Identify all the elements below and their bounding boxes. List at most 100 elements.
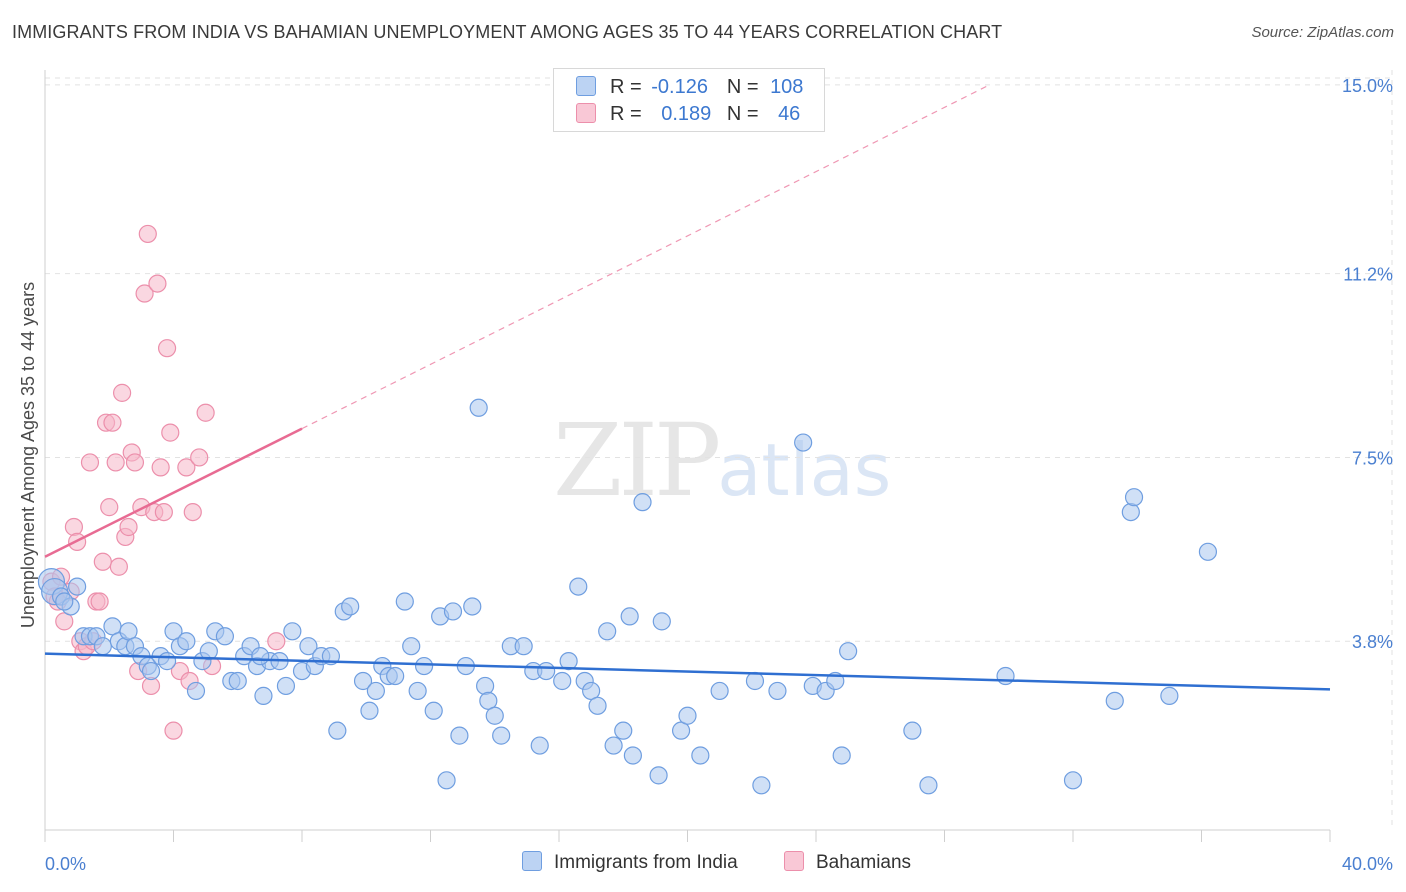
bahamas-point (154, 502, 173, 522)
bahamas-swatch (576, 103, 596, 123)
bahamas-point (125, 453, 145, 472)
bahamas-point (112, 383, 132, 402)
chart-title: IMMIGRANTS FROM INDIA VS BAHAMIAN UNEMPL… (12, 22, 1003, 42)
india-point (1063, 771, 1083, 790)
legend-row-india: R = -0.126 N = 108 (576, 74, 803, 100)
india-point (408, 681, 427, 701)
india-swatch (576, 76, 596, 96)
india-point (649, 766, 668, 785)
india-points (37, 398, 1218, 795)
india-point (360, 701, 379, 720)
india-point (537, 661, 556, 681)
india-point (794, 433, 813, 452)
bahamas-point (164, 721, 183, 740)
india-point (633, 493, 652, 512)
bahamas-point (190, 448, 209, 467)
bottom-legend-bahamas: Bahamians (784, 851, 911, 874)
india-point (569, 577, 588, 596)
axes (44, 70, 1331, 842)
bahamas-point (93, 552, 112, 571)
india-point (157, 652, 177, 671)
india-point (395, 592, 414, 611)
bahamas-n-value: 46 (778, 103, 801, 125)
bahamas-point (183, 502, 202, 522)
india-legend-label: Immigrants from India (554, 852, 738, 873)
india-point (1198, 542, 1218, 561)
bahamas-legend-swatch (784, 851, 804, 871)
india-point (414, 656, 434, 676)
india-point (341, 597, 360, 616)
india-point (492, 726, 511, 745)
legend-n-label: N = (726, 76, 759, 98)
bahamas-point (148, 274, 167, 293)
india-point (55, 592, 74, 611)
bahamas-point (196, 403, 215, 422)
india-point (604, 736, 623, 755)
india-point (1105, 691, 1124, 710)
india-point (186, 681, 206, 701)
india-point (832, 746, 851, 765)
india-point (463, 597, 482, 616)
india-point (652, 612, 671, 631)
india-point (299, 637, 318, 656)
india-point (276, 676, 296, 696)
india-point (366, 681, 385, 701)
bahamas-point (119, 517, 138, 537)
india-point (588, 696, 607, 715)
india-point (691, 746, 710, 765)
india-point (559, 652, 578, 671)
india-point (68, 577, 87, 596)
india-point (283, 622, 302, 641)
india-point (328, 721, 347, 740)
india-point (752, 776, 771, 795)
india-n-value: 108 (770, 76, 804, 98)
india-point (919, 776, 938, 795)
india-point (437, 771, 456, 790)
bahamas-point (177, 458, 196, 477)
y-tick-label: 15.0% (1342, 76, 1393, 96)
bahamas-legend-label: Bahamians (816, 852, 912, 873)
bahamas-point (267, 632, 286, 651)
india-point (620, 607, 639, 626)
india-point (424, 701, 443, 720)
x-tick-label: 40.0% (1342, 854, 1393, 874)
y-tick-label: 7.5% (1352, 448, 1393, 468)
india-point (903, 721, 922, 740)
india-point (485, 706, 504, 725)
legend-row-bahamas: R = 0.189 N = 46 (576, 101, 800, 127)
bahamas-points (42, 224, 286, 740)
india-point (530, 736, 549, 755)
bahamas-trend-extension (301, 84, 990, 430)
y-tick-label: 11.2% (1343, 265, 1393, 285)
india-point (177, 632, 196, 651)
y-tick-label: 3.8% (1352, 632, 1393, 652)
india-r-value: -0.126 (651, 76, 708, 98)
source-credit: Source: ZipAtlas.com (1251, 24, 1394, 41)
bahamas-point (100, 498, 119, 517)
india-point (93, 637, 112, 656)
india-point (598, 622, 617, 641)
bottom-legend-india: Immigrants from India (522, 851, 738, 874)
bahamas-point (138, 224, 157, 244)
india-point (710, 681, 729, 701)
india-point (199, 642, 218, 661)
india-point (553, 671, 572, 691)
legend-r-label: R = (610, 76, 642, 98)
bahamas-point (135, 284, 154, 303)
india-point (450, 726, 469, 745)
india-point (476, 676, 495, 696)
india-point (768, 681, 787, 701)
india-legend-swatch (522, 851, 542, 871)
india-point (1121, 502, 1140, 522)
grid-lines (45, 70, 1393, 830)
bahamas-r-value: 0.189 (661, 103, 712, 125)
bahamas-point (106, 453, 125, 472)
india-point (745, 671, 765, 691)
india-point (614, 721, 633, 740)
india-point (353, 671, 373, 691)
bahamas-point (109, 557, 128, 576)
india-point (839, 642, 858, 661)
india-point (254, 686, 273, 705)
bahamas-point (90, 592, 109, 611)
